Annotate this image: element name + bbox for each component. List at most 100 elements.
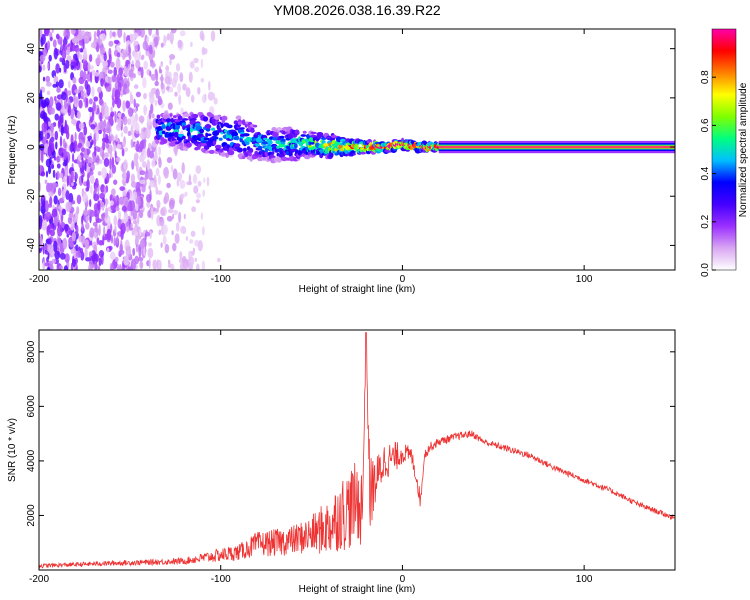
heatmap-cell bbox=[170, 29, 177, 34]
heatmap-cell bbox=[107, 69, 113, 74]
heatmap-cell bbox=[83, 47, 87, 57]
heatmap-cell bbox=[114, 111, 117, 123]
heatmap-cell bbox=[63, 175, 67, 183]
heatmap-cell bbox=[104, 152, 109, 159]
heatmap-cell bbox=[158, 158, 162, 169]
heatmap-cell bbox=[248, 152, 252, 157]
heatmap-cell bbox=[188, 71, 193, 83]
heatmap-cell bbox=[181, 118, 189, 121]
heatmap-cell bbox=[169, 54, 176, 60]
heatmap-cell bbox=[99, 39, 103, 46]
heatmap-cell bbox=[194, 66, 200, 73]
heatmap-cell bbox=[100, 105, 106, 116]
heatmap-cell bbox=[76, 194, 82, 205]
x-tick-label: 100 bbox=[576, 274, 593, 285]
heatmap-cell bbox=[200, 77, 205, 83]
heatmap-cell bbox=[119, 186, 125, 192]
heatmap-cell bbox=[191, 94, 195, 103]
heatmap-cell bbox=[64, 165, 69, 178]
heatmap-cell bbox=[135, 143, 139, 152]
heatmap-cell bbox=[46, 40, 51, 51]
heatmap-cell bbox=[130, 173, 135, 184]
heatmap-cell bbox=[71, 200, 76, 205]
heatmap-cell bbox=[257, 145, 263, 150]
heatmap-cell bbox=[103, 157, 110, 167]
heatmap-cell bbox=[121, 148, 125, 157]
heatmap-cell bbox=[157, 190, 163, 196]
heatmap-cell bbox=[179, 251, 183, 260]
heatmap-cell bbox=[152, 40, 155, 52]
heatmap-cell bbox=[276, 145, 280, 149]
heatmap-cell bbox=[164, 35, 168, 42]
heatmap-cell bbox=[65, 201, 72, 212]
heatmap-cell bbox=[177, 82, 182, 94]
heatmap-cell bbox=[85, 244, 90, 249]
heatmap-cell bbox=[39, 164, 42, 174]
heatmap-cell bbox=[88, 162, 92, 168]
heatmap-cell bbox=[241, 155, 246, 160]
heatmap-cell bbox=[54, 96, 57, 102]
heatmap-cell bbox=[99, 112, 103, 122]
heatmap-cell bbox=[144, 233, 147, 241]
colorbar-tick-label: 0.0 bbox=[700, 263, 711, 277]
heatmap-cell bbox=[158, 135, 162, 139]
heatmap-cell bbox=[63, 32, 67, 37]
heatmap-cell bbox=[237, 148, 243, 152]
heatmap-cell bbox=[94, 146, 97, 158]
heatmap-cell bbox=[157, 174, 161, 185]
heatmap-cell bbox=[140, 66, 144, 79]
heatmap-cell bbox=[148, 150, 155, 159]
heatmap-cell bbox=[218, 137, 223, 141]
heatmap-cell bbox=[137, 43, 140, 52]
heatmap-cell bbox=[133, 84, 139, 89]
heatmap-cell bbox=[141, 148, 147, 160]
heatmap-cell bbox=[173, 209, 178, 216]
heatmap-cell bbox=[143, 246, 146, 257]
heatmap-cell bbox=[148, 91, 154, 99]
heatmap-cell bbox=[200, 212, 204, 220]
heatmap-cell bbox=[106, 228, 112, 241]
heatmap-cell bbox=[170, 164, 174, 173]
heatmap-cell bbox=[45, 75, 51, 83]
heatmap-cell bbox=[128, 53, 132, 61]
heatmap-cell bbox=[56, 237, 62, 247]
heatmap-cell bbox=[206, 176, 210, 187]
heatmap-cell bbox=[360, 151, 367, 155]
heatmap-cell bbox=[149, 70, 152, 77]
heatmap-cell bbox=[89, 227, 95, 238]
heatmap-cell bbox=[139, 170, 146, 176]
heatmap-cell bbox=[103, 53, 107, 62]
heatmap-cell bbox=[76, 111, 81, 119]
heatmap-cell bbox=[63, 123, 69, 135]
heatmap-cell bbox=[44, 250, 50, 255]
heatmap-cell bbox=[265, 148, 268, 153]
heatmap-cell bbox=[92, 119, 96, 125]
heatmap-cell bbox=[160, 207, 165, 216]
heatmap-cell bbox=[132, 247, 136, 257]
heatmap-cell bbox=[104, 138, 110, 144]
heatmap-cell bbox=[74, 109, 78, 116]
heatmap-cell bbox=[155, 70, 159, 82]
heatmap-cell bbox=[93, 30, 97, 41]
heatmap-cell bbox=[110, 171, 113, 178]
heatmap-cell bbox=[178, 96, 181, 101]
heatmap-cell bbox=[134, 103, 140, 108]
heatmap-cell bbox=[78, 76, 85, 85]
heatmap-cell bbox=[181, 255, 187, 264]
heatmap-cell bbox=[105, 142, 110, 149]
heatmap-cell bbox=[97, 86, 102, 94]
heatmap-cell bbox=[51, 164, 55, 169]
heatmap-cell bbox=[84, 31, 90, 44]
heatmap-cell bbox=[115, 156, 121, 162]
heatmap-cell bbox=[113, 39, 120, 45]
heatmap-cell bbox=[70, 171, 74, 183]
heatmap-cell bbox=[122, 116, 128, 126]
heatmap-cell bbox=[51, 208, 58, 218]
heatmap-cell bbox=[48, 182, 54, 191]
heatmap-cell bbox=[181, 162, 185, 174]
heatmap-cell bbox=[146, 147, 151, 158]
heatmap-cell bbox=[49, 96, 54, 107]
heatmap-cell bbox=[209, 92, 216, 101]
heatmap-cell bbox=[129, 192, 136, 201]
heatmap-cell bbox=[44, 200, 49, 213]
